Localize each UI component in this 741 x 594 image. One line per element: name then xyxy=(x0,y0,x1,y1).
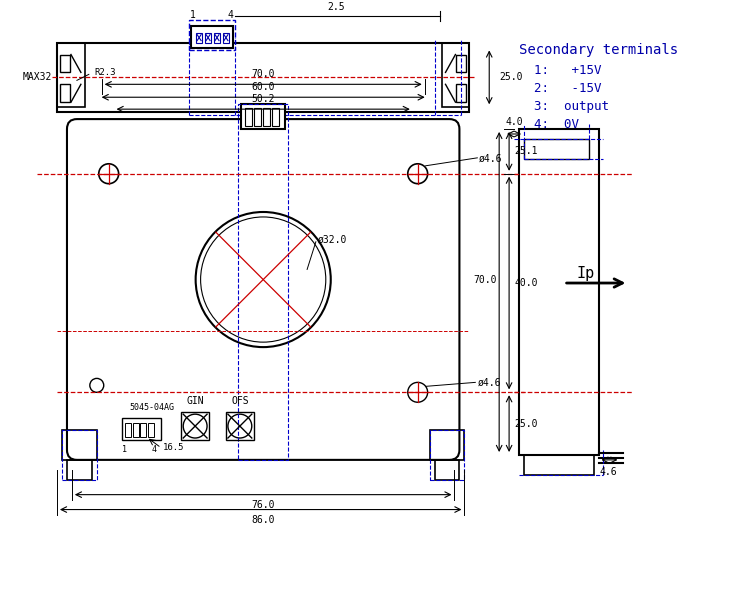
Bar xyxy=(245,108,252,126)
Text: 4:  0V: 4: 0V xyxy=(534,118,579,131)
Bar xyxy=(242,104,285,129)
Text: 25.0: 25.0 xyxy=(514,419,537,429)
Bar xyxy=(60,55,70,72)
Bar xyxy=(189,20,235,49)
Text: 40.0: 40.0 xyxy=(514,278,537,288)
Bar xyxy=(124,423,130,437)
Text: ø4.6: ø4.6 xyxy=(477,377,501,387)
Text: 50.2: 50.2 xyxy=(251,94,275,104)
Bar xyxy=(60,84,70,102)
Bar xyxy=(519,129,599,455)
Text: Ip: Ip xyxy=(576,266,595,280)
Text: Secondary terminals: Secondary terminals xyxy=(519,43,678,56)
Text: 5045-04AG: 5045-04AG xyxy=(130,403,175,412)
Bar xyxy=(430,430,465,460)
Text: 70.0: 70.0 xyxy=(473,274,497,285)
Bar xyxy=(191,26,233,48)
Text: 25.1: 25.1 xyxy=(514,146,537,156)
Text: 4: 4 xyxy=(151,445,156,454)
Text: 60.0: 60.0 xyxy=(251,82,275,92)
Text: 1:   +15V: 1: +15V xyxy=(534,64,602,77)
Bar xyxy=(524,139,588,159)
Text: 76.0: 76.0 xyxy=(251,500,275,510)
Bar xyxy=(456,84,466,102)
Bar xyxy=(442,43,469,107)
Bar xyxy=(62,430,97,480)
Text: 3:  output: 3: output xyxy=(534,100,609,113)
Bar xyxy=(196,33,202,43)
Bar xyxy=(182,412,209,440)
Bar xyxy=(226,412,253,440)
Text: OFS: OFS xyxy=(231,396,249,406)
Bar xyxy=(57,43,85,107)
Text: 4: 4 xyxy=(228,10,234,20)
Text: 16.5: 16.5 xyxy=(163,444,185,453)
Bar xyxy=(62,430,97,460)
Bar xyxy=(67,460,92,480)
Text: 4.0: 4.0 xyxy=(505,117,523,127)
Bar xyxy=(524,455,594,475)
Bar xyxy=(133,423,139,437)
Text: ø4.6: ø4.6 xyxy=(479,154,503,164)
Text: 1: 1 xyxy=(190,10,196,20)
Bar xyxy=(122,418,162,440)
Bar xyxy=(214,33,220,43)
Bar xyxy=(272,108,279,126)
Text: 86.0: 86.0 xyxy=(251,514,275,525)
Text: 25.0: 25.0 xyxy=(499,72,522,83)
Bar xyxy=(239,104,288,460)
Bar xyxy=(263,108,270,126)
Bar xyxy=(434,460,459,480)
Bar xyxy=(223,33,229,43)
Text: MAX32: MAX32 xyxy=(22,72,52,83)
Text: 2.5: 2.5 xyxy=(328,2,345,12)
Text: 1: 1 xyxy=(122,445,127,454)
Text: ø32.0: ø32.0 xyxy=(318,235,348,245)
Text: GIN: GIN xyxy=(186,396,204,406)
Bar xyxy=(430,430,465,480)
Text: 2:   -15V: 2: -15V xyxy=(534,83,602,95)
Bar xyxy=(456,55,466,72)
Text: R2.3: R2.3 xyxy=(95,68,116,77)
Bar xyxy=(254,108,262,126)
Text: 70.0: 70.0 xyxy=(251,69,275,80)
Text: 4.6: 4.6 xyxy=(599,467,617,477)
Bar xyxy=(205,33,211,43)
Bar xyxy=(57,43,469,112)
Bar xyxy=(141,423,147,437)
Bar xyxy=(148,423,154,437)
